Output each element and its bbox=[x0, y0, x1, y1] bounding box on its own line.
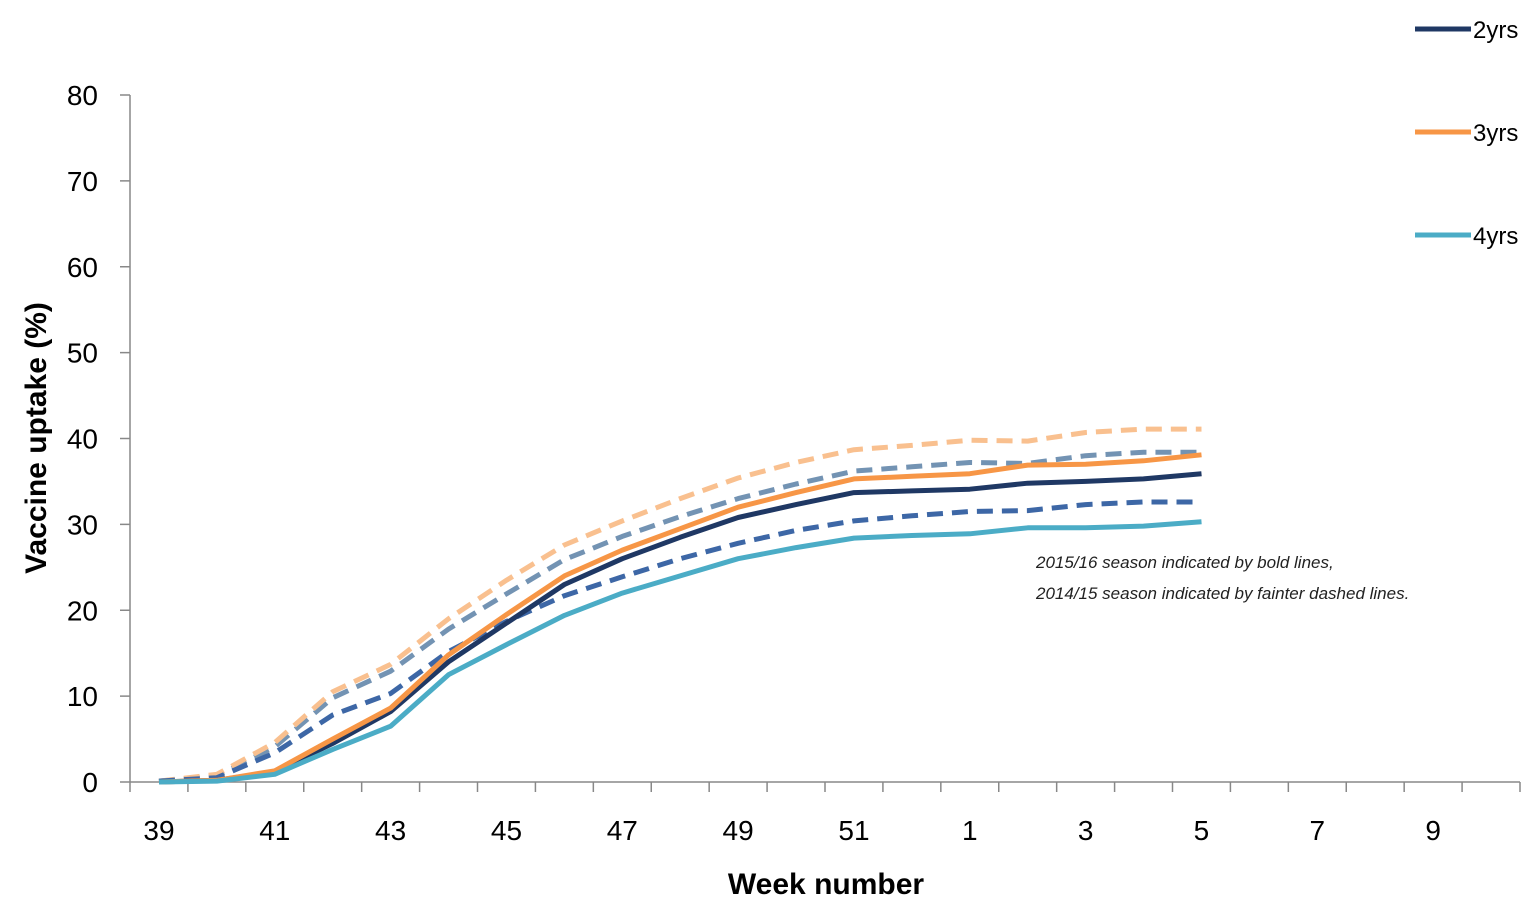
y-tick-label: 20 bbox=[67, 595, 98, 626]
x-axis-title: Week number bbox=[728, 868, 924, 898]
x-tick-label: 1 bbox=[962, 815, 978, 846]
x-tick-label: 3 bbox=[1078, 815, 1094, 846]
legend-label-4yrs: 4yrs bbox=[1473, 223, 1518, 250]
annotation-line-2: 2014/15 season indicated by fainter dash… bbox=[1035, 584, 1409, 603]
y-tick-label: 70 bbox=[67, 166, 98, 197]
dashed-series-line-5 bbox=[158, 499, 1202, 784]
y-tick-label: 50 bbox=[67, 338, 98, 369]
dashed-series-line-3 bbox=[158, 449, 1202, 784]
y-tick-label: 60 bbox=[67, 252, 98, 283]
y-axis: 0 10 20 30 40 50 60 70 80 bbox=[67, 80, 131, 798]
x-tick-label: 41 bbox=[259, 815, 290, 846]
legend-label-3yrs: 3yrs bbox=[1473, 120, 1518, 147]
dashed-series-line-4 bbox=[158, 426, 1202, 784]
series-line-2yrs bbox=[158, 471, 1202, 785]
x-tick-label: 39 bbox=[143, 815, 174, 846]
x-tick-label: 45 bbox=[491, 815, 522, 846]
x-tick-label: 43 bbox=[375, 815, 406, 846]
x-tick-label: 5 bbox=[1194, 815, 1210, 846]
x-tick-label: 51 bbox=[838, 815, 869, 846]
x-tick-label: 7 bbox=[1310, 815, 1326, 846]
legend-label-2yrs: 2yrs bbox=[1473, 17, 1518, 44]
series-line-3yrs bbox=[158, 452, 1202, 785]
x-tick-label: 9 bbox=[1425, 815, 1441, 846]
y-tick-label: 10 bbox=[67, 681, 98, 712]
y-tick-label: 80 bbox=[67, 80, 98, 111]
x-axis: 39 41 43 45 47 49 51 1 3 5 7 9 bbox=[129, 781, 1521, 846]
y-tick-label: 30 bbox=[67, 509, 98, 540]
x-tick-label: 47 bbox=[607, 815, 638, 846]
annotation-line-1: 2015/16 season indicated by bold lines, bbox=[1035, 553, 1334, 572]
y-tick-label: 0 bbox=[82, 767, 98, 798]
x-tick-label: 49 bbox=[723, 815, 754, 846]
legend: 2yrs 3yrs 4yrs bbox=[1415, 17, 1518, 250]
y-tick-label: 40 bbox=[67, 424, 98, 455]
series-layer bbox=[158, 426, 1202, 785]
series-line-4yrs bbox=[158, 519, 1202, 785]
y-axis-title: Vaccine uptake (%) bbox=[20, 302, 53, 574]
